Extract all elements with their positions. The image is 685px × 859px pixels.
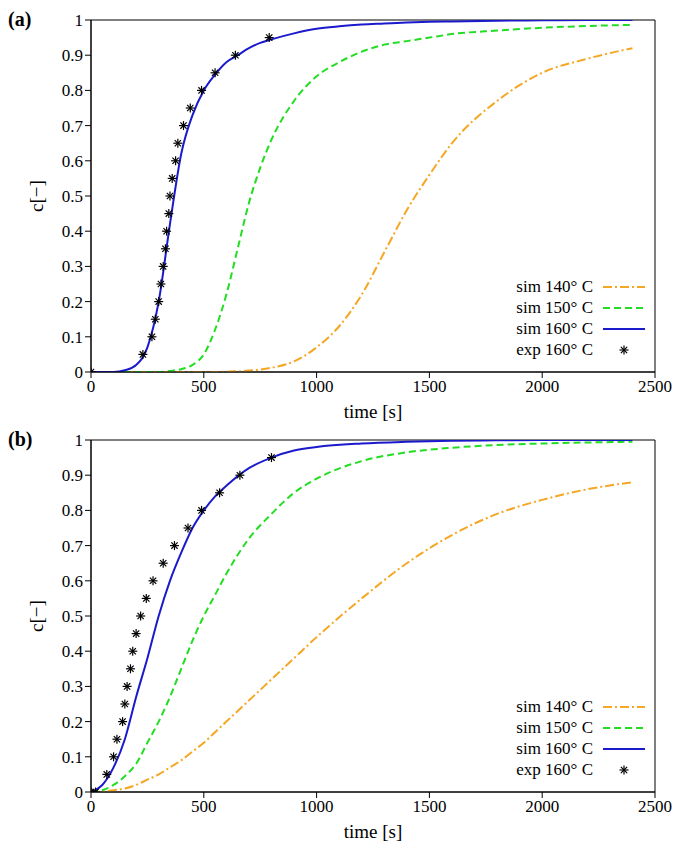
svg-text:0: 0 [87, 377, 96, 396]
svg-text:c[−]: c[−] [26, 600, 47, 632]
svg-text:0: 0 [75, 783, 84, 802]
svg-text:0.8: 0.8 [62, 81, 83, 100]
svg-text:0.4: 0.4 [62, 222, 84, 241]
svg-text:0.1: 0.1 [62, 748, 83, 767]
svg-text:0.5: 0.5 [62, 187, 83, 206]
html-text:(b): (b) [8, 428, 33, 450]
svg-text:2500: 2500 [638, 797, 672, 816]
svg-text:1: 1 [75, 11, 84, 30]
svg-text:0.2: 0.2 [62, 293, 83, 312]
svg-text:0.9: 0.9 [62, 46, 83, 65]
svg-text:0: 0 [87, 797, 96, 816]
html-text:exp 160° C: exp 160° C [516, 339, 593, 359]
svg-text:0.1: 0.1 [62, 328, 83, 347]
svg-text:0.3: 0.3 [62, 257, 83, 276]
svg-text:2000: 2000 [525, 797, 559, 816]
svg-text:2500: 2500 [638, 377, 672, 396]
html-text:sim 160° C: sim 160° C [516, 318, 593, 338]
svg-text:1: 1 [75, 431, 84, 450]
html-text:sim 140° C: sim 140° C [516, 276, 593, 296]
svg-text:1000: 1000 [300, 797, 334, 816]
html-text:sim 150° C: sim 150° C [516, 297, 593, 317]
svg-text:0.6: 0.6 [62, 152, 83, 171]
svg-text:1000: 1000 [300, 377, 334, 396]
svg-text:500: 500 [191, 797, 217, 816]
svg-text:500: 500 [191, 377, 217, 396]
svg-text:2000: 2000 [525, 377, 559, 396]
svg-text:0.5: 0.5 [62, 607, 83, 626]
svg-text:0.7: 0.7 [62, 117, 84, 136]
html-text:sim 150° C: sim 150° C [516, 717, 593, 737]
svg-text:time [s]: time [s] [344, 401, 403, 422]
svg-text:0.9: 0.9 [62, 466, 83, 485]
svg-text:0.2: 0.2 [62, 713, 83, 732]
svg-text:1500: 1500 [412, 377, 446, 396]
html-text:sim 140° C: sim 140° C [516, 696, 593, 716]
svg-text:1500: 1500 [412, 797, 446, 816]
html-text:exp 160° C: exp 160° C [516, 759, 593, 779]
html-text:sim 160° C: sim 160° C [516, 738, 593, 758]
svg-text:0.4: 0.4 [62, 642, 84, 661]
svg-text:0.8: 0.8 [62, 501, 83, 520]
svg-text:time [s]: time [s] [344, 821, 403, 842]
svg-text:0: 0 [75, 363, 84, 382]
svg-text:0.3: 0.3 [62, 677, 83, 696]
html-text:(a): (a) [8, 8, 32, 30]
svg-text:0.6: 0.6 [62, 572, 83, 591]
svg-text:0.7: 0.7 [62, 537, 84, 556]
svg-text:c[−]: c[−] [26, 180, 47, 212]
